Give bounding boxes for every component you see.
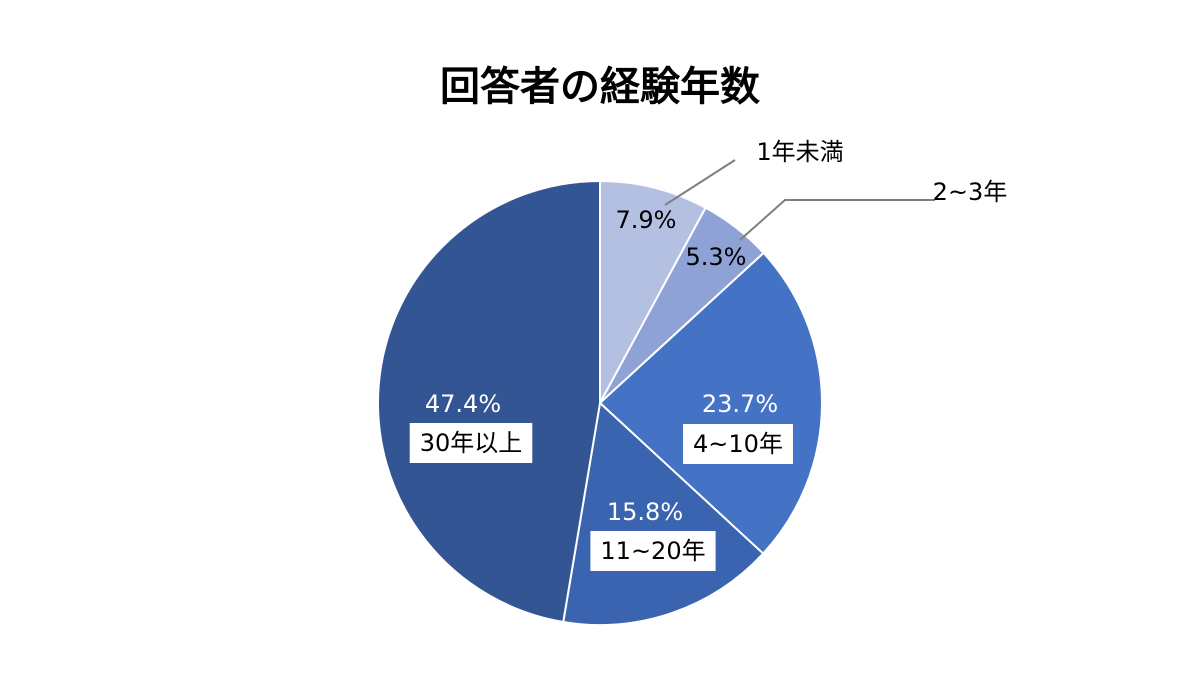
slice-1-leader-line: [664, 159, 736, 206]
slice-5-percent-label: 47.4%: [425, 390, 501, 418]
slice-3-wedge: [598, 251, 823, 555]
slice-1-percent-label: 7.9%: [616, 206, 677, 234]
slice-2-category-label: 2~3年: [933, 178, 1008, 206]
slice-5-label-box: [409, 423, 533, 463]
slice-3-label-box: [683, 424, 793, 464]
pie-slices: [377, 179, 823, 626]
slice-3-category-label: 4~10年: [693, 430, 783, 458]
slice-3-percent-label: 23.7%: [702, 390, 778, 418]
slice-5-category-label: 30年以上: [420, 429, 523, 457]
slice-5-wedge: [377, 179, 601, 624]
slice-1-wedge: [599, 179, 707, 404]
chart-title: 回答者の経験年数: [440, 64, 760, 110]
leader-lines: [664, 159, 935, 241]
slice-4-label-box: [590, 531, 716, 571]
slice-2-percent-label: 5.3%: [686, 243, 747, 271]
slice-4-category-label: 11~20年: [600, 537, 705, 565]
slice-1-category-label: 1年未満: [756, 138, 843, 166]
slice-labels: 7.9% 1年未満 5.3% 2~3年 23.7% 4~10年 15.8% 11~20年 47.…: [409, 138, 1008, 571]
slice-4-percent-label: 15.8%: [607, 498, 683, 526]
slice-2-leader-line: [739, 199, 935, 241]
